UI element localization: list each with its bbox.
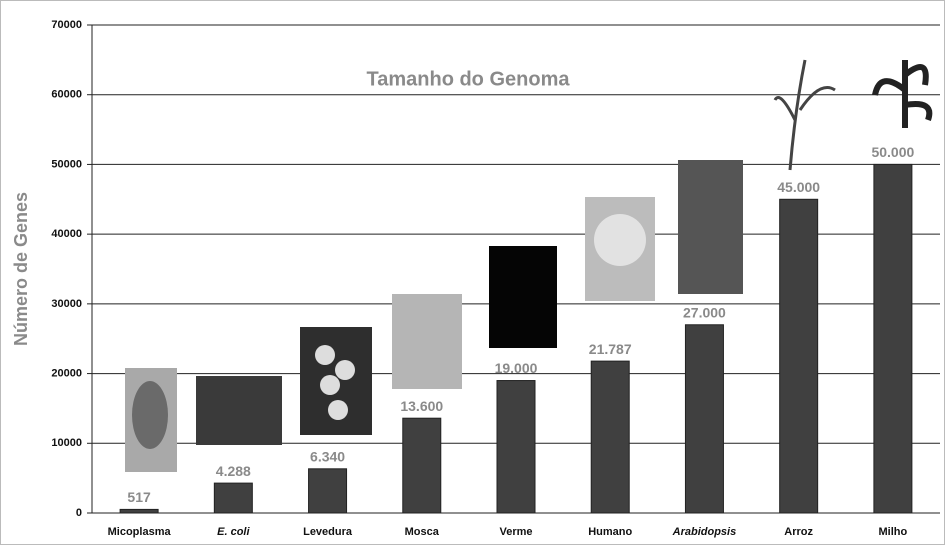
x-tick-label: Levedura xyxy=(303,526,353,538)
x-tick-label: Arabidopsis xyxy=(672,526,737,538)
image-shape xyxy=(320,375,340,395)
image-mosca xyxy=(392,294,462,389)
value-label: 4.288 xyxy=(216,463,251,479)
bar xyxy=(685,325,723,513)
value-label: 21.787 xyxy=(589,341,632,357)
value-label: 50.000 xyxy=(871,144,914,160)
x-tick-label: Mosca xyxy=(405,526,440,538)
image-verme xyxy=(489,246,557,348)
y-tick-label: 40000 xyxy=(51,228,82,240)
chart-title: Tamanho do Genoma xyxy=(367,68,571,90)
bar xyxy=(780,199,818,513)
bar xyxy=(497,381,535,513)
x-tick-label: E. coli xyxy=(217,526,250,538)
value-label: 517 xyxy=(127,489,151,505)
value-label: 6.340 xyxy=(310,449,345,465)
value-label: 27.000 xyxy=(683,304,726,320)
y-tick-label: 30000 xyxy=(51,298,82,310)
image-shape xyxy=(594,214,646,266)
y-axis-label: Número de Genes xyxy=(11,192,31,346)
y-tick-label: 50000 xyxy=(51,158,82,170)
image-ecoli xyxy=(196,376,282,445)
y-tick-label: 70000 xyxy=(51,19,82,31)
bar xyxy=(591,361,629,513)
bar xyxy=(403,418,441,513)
image-shape xyxy=(315,345,335,365)
x-tick-label: Milho xyxy=(879,526,908,538)
image-shape xyxy=(132,381,168,449)
y-tick-label: 0 xyxy=(76,507,82,519)
x-tick-label: Arroz xyxy=(784,526,813,538)
x-tick-label: Verme xyxy=(499,526,532,538)
y-tick-label: 20000 xyxy=(51,367,82,379)
bar xyxy=(309,469,347,513)
value-label: 19.000 xyxy=(495,360,538,376)
x-tick-label: Micoplasma xyxy=(108,526,172,538)
y-tick-label: 60000 xyxy=(51,89,82,101)
bar xyxy=(120,509,158,513)
y-tick-label: 10000 xyxy=(51,437,82,449)
image-shape xyxy=(335,360,355,380)
bar xyxy=(874,164,912,513)
bar xyxy=(214,483,252,513)
chart: Tamanho do Genoma Número de Genes 0 10000… xyxy=(0,0,945,545)
value-label: 13.600 xyxy=(400,398,443,414)
x-tick-label: Humano xyxy=(588,526,632,538)
image-arabidopsis xyxy=(678,160,743,294)
image-shape xyxy=(328,400,348,420)
value-label: 45.000 xyxy=(777,179,820,195)
